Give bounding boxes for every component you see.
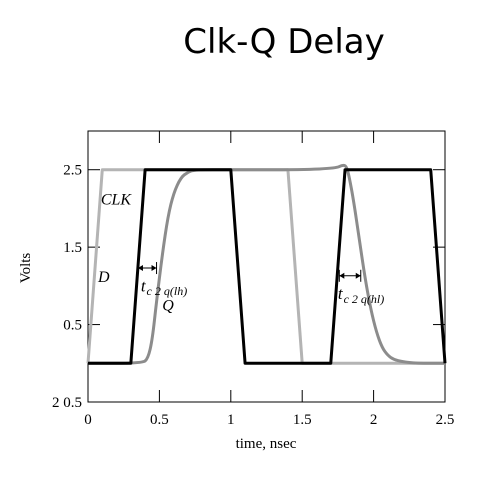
annotation-label: Q <box>162 298 174 315</box>
annotation-label: t <box>338 284 344 303</box>
series-clk-line <box>88 168 447 365</box>
series-layer <box>86 163 447 365</box>
y-tick-label: 2.5 <box>63 163 82 179</box>
x-tick-label: 0 <box>84 412 92 428</box>
slide-title: Clk-Q Delay <box>183 22 385 62</box>
x-tick-label: 1 <box>227 412 235 428</box>
annotation-label: t <box>141 276 147 295</box>
delay-arrowhead-left <box>339 272 345 279</box>
series-q-line <box>88 163 445 365</box>
annotation-label: c 2 q(lh) <box>147 284 188 298</box>
x-tick-label: 2 <box>370 412 378 428</box>
tick-labels: 0 0.5 1 1.5 2 2.5 2.5 1.5 0.5 2 0.5 <box>52 163 454 428</box>
delay-arrowhead-right <box>355 272 361 279</box>
annotation-label: D <box>97 269 110 286</box>
x-tick-label: 1.5 <box>293 412 312 428</box>
y-tick-label: 0.5 <box>63 318 82 334</box>
y-axis-label: Volts <box>18 253 34 284</box>
y-tick-label: 1.5 <box>63 240 82 256</box>
delay-arrowhead-left <box>137 265 143 272</box>
delay-markers <box>137 262 362 282</box>
x-tick-label: 0.5 <box>150 412 169 428</box>
annotation-label: c 2 q(hl) <box>344 292 385 306</box>
plot-frame <box>87 130 446 403</box>
y-tick-label: 2 0.5 <box>52 395 82 411</box>
x-axis-label: time, nsec <box>236 436 297 452</box>
x-tick-label: 2.5 <box>436 412 455 428</box>
annotation-label: CLK <box>101 192 133 209</box>
delay-arrowhead-right <box>151 265 157 272</box>
